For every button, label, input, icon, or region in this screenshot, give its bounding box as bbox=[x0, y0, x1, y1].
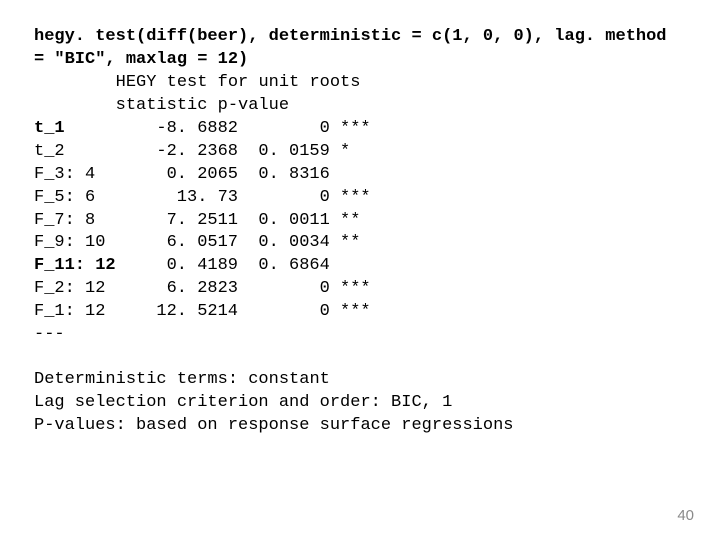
row-pvalue: 0. 6864 bbox=[238, 255, 330, 278]
table-row: t_2-2. 23680. 0159 * bbox=[34, 141, 686, 164]
row-significance: *** bbox=[340, 187, 371, 210]
row-pvalue: 0. 0034 bbox=[238, 232, 330, 255]
table-row: F_9: 106. 05170. 0034 ** bbox=[34, 232, 686, 255]
row-statistic: 7. 2511 bbox=[116, 210, 238, 233]
row-significance: *** bbox=[340, 278, 371, 301]
row-label: t_1 bbox=[34, 118, 116, 141]
table-row: F_7: 87. 25110. 0011 ** bbox=[34, 210, 686, 233]
row-label: F_5: 6 bbox=[34, 187, 116, 210]
column-headers: statistic p-value bbox=[34, 95, 686, 118]
row-pvalue: 0. 8316 bbox=[238, 164, 330, 187]
row-label: F_9: 10 bbox=[34, 232, 116, 255]
row-significance: ** bbox=[340, 232, 360, 255]
row-label: F_7: 8 bbox=[34, 210, 116, 233]
row-label: F_11: 12 bbox=[34, 255, 116, 278]
footer-line-1: Deterministic terms: constant bbox=[34, 369, 686, 392]
table-row: F_3: 40. 20650. 8316 bbox=[34, 164, 686, 187]
results-table: t_1-8. 68820***t_2-2. 23680. 0159*F_3: 4… bbox=[34, 118, 686, 324]
page-number: 40 bbox=[677, 507, 694, 524]
hegy-output: hegy. test(diff(beer), deterministic = c… bbox=[0, 0, 720, 438]
row-pvalue: 0 bbox=[238, 278, 330, 301]
footer-line-3: P-values: based on response surface regr… bbox=[34, 415, 686, 438]
row-pvalue: 0 bbox=[238, 118, 330, 141]
command-line-1: hegy. test(diff(beer), deterministic = c… bbox=[34, 26, 686, 49]
row-pvalue: 0 bbox=[238, 301, 330, 324]
row-label: t_2 bbox=[34, 141, 116, 164]
header-title: HEGY test for unit roots bbox=[34, 72, 686, 95]
footer-line-2: Lag selection criterion and order: BIC, … bbox=[34, 392, 686, 415]
row-label: F_2: 12 bbox=[34, 278, 116, 301]
command-line-2: = "BIC", maxlag = 12) bbox=[34, 49, 686, 72]
table-row: F_2: 126. 28230 *** bbox=[34, 278, 686, 301]
table-row: F_11: 120. 41890. 6864 bbox=[34, 255, 686, 278]
row-significance: *** bbox=[340, 301, 371, 324]
row-pvalue: 0. 0159 bbox=[238, 141, 330, 164]
separator: --- bbox=[34, 324, 686, 347]
table-row: F_5: 613. 730 *** bbox=[34, 187, 686, 210]
row-statistic: -2. 2368 bbox=[116, 141, 238, 164]
row-statistic: -8. 6882 bbox=[116, 118, 238, 141]
row-statistic: 0. 4189 bbox=[116, 255, 238, 278]
row-statistic: 12. 5214 bbox=[116, 301, 238, 324]
table-row: F_1: 1212. 52140 *** bbox=[34, 301, 686, 324]
row-significance: * bbox=[340, 141, 350, 164]
row-significance: *** bbox=[340, 118, 371, 141]
row-significance: ** bbox=[340, 210, 360, 233]
table-row: t_1-8. 68820 *** bbox=[34, 118, 686, 141]
row-statistic: 13. 73 bbox=[116, 187, 238, 210]
row-pvalue: 0 bbox=[238, 187, 330, 210]
row-statistic: 6. 0517 bbox=[116, 232, 238, 255]
row-pvalue: 0. 0011 bbox=[238, 210, 330, 233]
row-label: F_1: 12 bbox=[34, 301, 116, 324]
row-statistic: 0. 2065 bbox=[116, 164, 238, 187]
row-statistic: 6. 2823 bbox=[116, 278, 238, 301]
row-label: F_3: 4 bbox=[34, 164, 116, 187]
